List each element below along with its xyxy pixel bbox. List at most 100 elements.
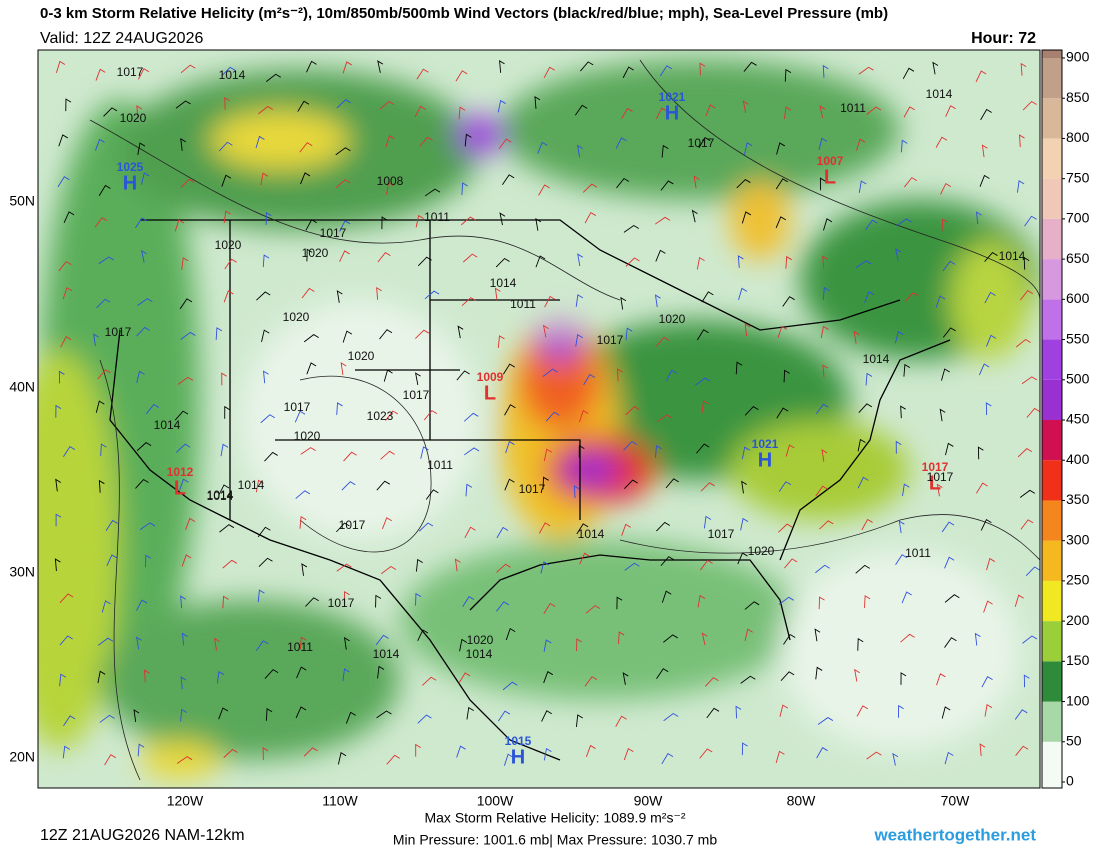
wind-barb [136,636,142,650]
wind-barb [778,596,794,605]
wind-barb [258,105,274,115]
wind-barb [741,211,752,224]
wind-barb [136,370,145,384]
wind-barb [782,296,795,307]
wind-barb [301,563,308,576]
title: 0-3 km Storm Relative Helicity (m²s⁻²), … [40,5,888,22]
wind-barb [221,372,227,386]
isobar-label: 1014 [238,478,265,492]
wind-barb [544,295,556,308]
wind-barb [895,554,908,566]
wind-barb [822,286,830,300]
wind-barb [345,711,356,724]
wind-barb [301,287,315,299]
colorbar-label: 900 [1066,49,1090,65]
wind-barb [218,141,233,152]
longitude-label: 100W [477,793,514,809]
wind-barb [945,105,956,117]
pressure-center-value: 1009 [477,370,504,384]
isobar-label: 1017 [105,325,132,339]
wind-barb [262,254,270,268]
wind-barb [898,704,904,718]
wind-barb [740,517,749,531]
colorbar-frame [1041,49,1063,789]
wind-barb [300,172,311,185]
wind-barb [262,747,269,760]
wind-barb [464,447,480,456]
wind-barb [616,596,623,610]
wind-barb [181,554,192,567]
colorbar-label: 500 [1066,370,1090,386]
wind-barb [1022,635,1038,644]
wind-barb [941,218,948,232]
wind-barb [1026,407,1040,418]
wind-barb [735,705,742,719]
isobar-label: 1020 [294,429,321,443]
wind-barb [574,104,588,116]
wind-barb [785,444,795,457]
wind-barb [618,631,625,645]
wind-barb [654,216,671,225]
wind-barb [818,596,825,610]
wind-barb [623,224,639,233]
wind-barb [856,138,866,151]
wind-barb [775,216,787,229]
wind-barb [63,446,76,457]
wind-barb [738,287,748,300]
wind-barb [691,209,698,223]
isobar [619,514,1040,561]
wind-barb [894,330,904,344]
isobar-label: 1023 [367,409,394,423]
wind-barb [578,409,589,423]
isobar-label: 1017 [339,518,366,532]
wind-barb [822,364,829,378]
east-coast [779,339,951,561]
colorbar-label: 850 [1066,89,1090,105]
wind-barb [100,443,107,457]
wind-barb [342,330,353,343]
wind-barb [822,255,828,269]
wind-barb [615,715,627,727]
wind-barb [55,513,62,527]
wind-barb [305,219,317,231]
wind-barb [175,443,191,453]
wind-barb [257,589,265,603]
wind-barb [741,742,748,756]
wind-barb [543,671,554,684]
map-frame [37,49,1041,789]
wind-barb [336,522,350,533]
isobar-label: 1014 [466,647,493,661]
wind-barb [936,673,946,686]
wind-barb [701,400,709,413]
wind-barb [417,256,432,267]
wind-barb [783,369,790,383]
colorbar-segment [1042,339,1062,380]
wind-barb [902,67,915,80]
wind-barb [585,605,601,614]
colorbar-segment [1042,299,1062,340]
wind-barb [622,672,629,685]
wind-barb [537,141,548,154]
wind-barb [816,747,828,759]
wind-barb [99,714,115,723]
wind-barb [420,446,429,459]
wind-barb [534,96,541,109]
wind-barb [297,100,310,112]
isobar-label: 1020 [215,238,242,252]
wind-barb [456,370,470,381]
colorbar-label: 650 [1066,250,1090,266]
colorbar-segment [1042,178,1062,219]
isobar-label: 1011 [424,210,450,224]
wind-barb [900,139,908,153]
wind-barb [815,403,829,415]
isobar-label: 1017 [708,527,735,541]
wind-barb [464,526,476,539]
wind-barb [415,592,422,606]
wind-barb [663,712,679,722]
graticule-labels: 50N 40N 30N 20N 120W 110W 100W 90W 80W 70W [9,193,970,809]
wind-barb [136,442,152,451]
wind-barb [665,478,679,489]
colorbar-segment [1042,741,1062,782]
wind-barb [778,481,792,492]
isobar-label: 1017 [688,136,715,150]
